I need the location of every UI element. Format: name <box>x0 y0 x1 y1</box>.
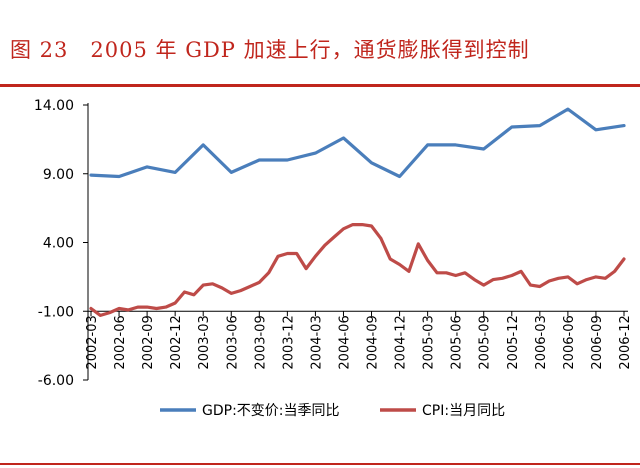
y-axis: 14.00 9.00 4.00 -1.00 -6.00 <box>34 98 89 389</box>
gdp-series-line <box>89 107 626 179</box>
x-axis: 2002-03 2002-06 2002-09 2002-12 2003-03 2003-… <box>85 310 633 370</box>
y-tick-label: -6.00 <box>38 373 74 389</box>
x-tick-label: 2002-09 <box>141 315 156 369</box>
y-tick-label: 9.00 <box>43 167 74 183</box>
figure-label: 图 23 <box>10 38 69 62</box>
cpi-series-line <box>89 223 626 317</box>
legend-gdp-label: GDP:不变价:当季同比 <box>202 403 340 419</box>
x-tick-label: 2003-09 <box>253 315 268 369</box>
x-tick-label: 2002-06 <box>113 315 128 369</box>
y-tick-label: 4.00 <box>43 236 74 252</box>
legend-cpi-label: CPI:当月同比 <box>422 403 505 419</box>
x-tick-label: 2002-03 <box>85 315 100 369</box>
x-tick-label: 2005-06 <box>450 315 465 369</box>
top-rule <box>0 84 640 87</box>
x-tick-label: 2006-06 <box>562 315 577 369</box>
x-tick-label: 2005-09 <box>478 315 493 369</box>
legend: GDP:不变价:当季同比 CPI:当月同比 <box>160 403 505 419</box>
x-tick-label: 2004-03 <box>309 315 324 369</box>
x-tick-label: 2004-06 <box>337 315 352 369</box>
x-tick-label: 2002-12 <box>169 315 184 369</box>
x-tick-label: 2006-03 <box>534 315 549 369</box>
x-tick-label: 2003-03 <box>197 315 212 369</box>
x-tick-label: 2004-12 <box>394 315 409 369</box>
series-layer <box>89 107 626 317</box>
line-chart: 14.009.004.00-1.00-6.00 2002-03 2002-06 20… <box>34 98 633 419</box>
x-tick-label: 2004-09 <box>366 315 381 369</box>
figure-title-text: 2005 年 GDP 加速上行，通货膨胀得到控制 <box>90 38 530 62</box>
x-tick-label: 2003-06 <box>225 315 240 369</box>
bottom-rule <box>0 463 640 465</box>
figure-title: 图 23 2005 年 GDP 加速上行，通货膨胀得到控制 <box>6 30 530 70</box>
y-tick-label: 14.00 <box>34 98 74 114</box>
x-tick-label: 2003-12 <box>281 315 296 369</box>
x-tick-label: 2006-09 <box>590 315 605 369</box>
x-tick-label: 2005-12 <box>506 315 521 369</box>
y-tick-label: -1.00 <box>38 304 74 320</box>
x-tick-label: 2006-12 <box>618 315 633 369</box>
x-tick-label: 2005-03 <box>422 315 437 369</box>
